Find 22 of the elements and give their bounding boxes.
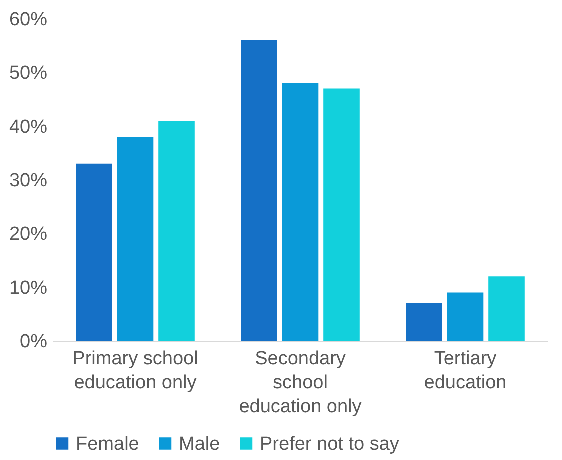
bar [488, 276, 525, 341]
bar [76, 164, 112, 341]
y-tick-label: 20% [9, 224, 48, 246]
legend-label: Male [179, 434, 220, 455]
legend-label: Female [76, 434, 140, 455]
bar [406, 303, 442, 341]
bar [282, 83, 319, 341]
legend-label: Prefer not to say [260, 434, 400, 455]
y-tick-label: 50% [9, 63, 48, 84]
bar [447, 292, 484, 341]
x-tick-label: Secondary school education only [239, 348, 362, 418]
x-tick-label: Tertiary education [424, 348, 507, 394]
y-tick-label: 30% [9, 170, 48, 192]
y-tick-label: 10% [9, 278, 48, 299]
bar [158, 120, 195, 341]
bar [117, 137, 154, 341]
y-tick-label: 40% [9, 116, 48, 138]
y-tick-label: 0% [20, 332, 48, 352]
x-tick-label: Primary school education only [72, 348, 198, 394]
bar [324, 88, 360, 341]
y-tick-label: 60% [9, 10, 48, 30]
bar [241, 40, 278, 341]
